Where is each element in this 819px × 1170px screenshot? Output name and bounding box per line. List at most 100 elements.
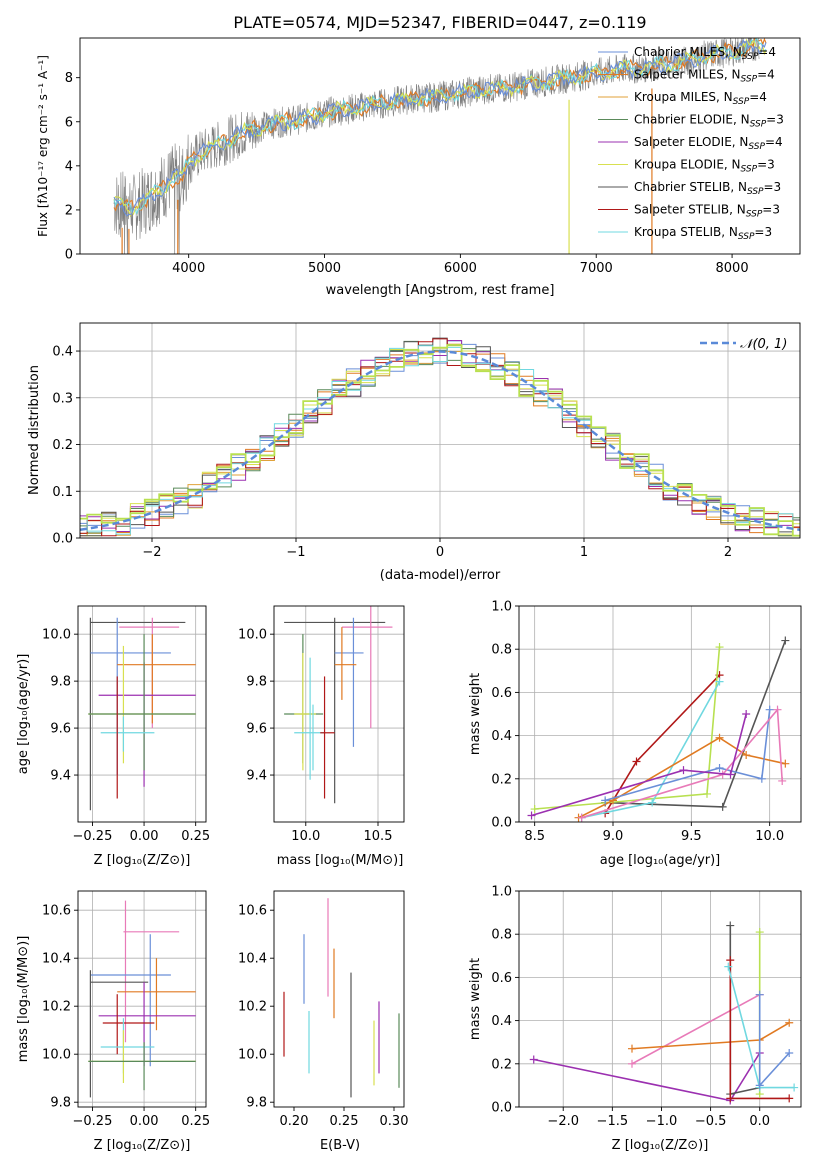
weight_vs_age-marker-7-3 — [742, 710, 751, 718]
legend-label-salpeter_miles: Salpeter MILES, NSSP=4 — [634, 68, 775, 85]
weight_vs_Z-marker-3-0 — [726, 921, 735, 930]
weight-vs-metallicity-frame — [518, 890, 802, 1108]
weight_vs_Z-ytick-label-3: 0.6 — [491, 971, 512, 986]
weight_vs_Z-xtick-label-0: −2.0 — [547, 1114, 579, 1129]
mass_vs_Z-ytick-label-1: 10.0 — [42, 1048, 71, 1063]
age-vs-metallicity-xlabel: Z [log₁₀(Z/Z⊙)] — [94, 853, 191, 868]
weight_vs_age-marker-3-2 — [715, 677, 724, 686]
weight_vs_Z-marker-1-0 — [627, 1059, 636, 1068]
weight-vs-metallicity-plot: −2.0 −1.5 −1.0 −0.5 0.0 0.0 0.2 0.4 0.6 0.8 1.0 — [491, 885, 801, 1129]
weight_vs_age-marker-5-3 — [765, 705, 774, 714]
residual-histograms — [80, 337, 800, 537]
weight_vs_age-ytick-label-0: 0.0 — [491, 816, 512, 831]
weight_vs_Z-marker-4-0 — [726, 956, 735, 965]
weight_vs_age-marker-7-0 — [527, 811, 536, 820]
weight_vs_age-ytick-label-4: 0.8 — [491, 643, 512, 658]
weight_vs_Z-series-7 — [758, 994, 790, 1088]
residuals-axes-frame — [79, 322, 801, 539]
spectrum-ytick-label-0: 0 — [65, 248, 73, 263]
weight_vs_Z-marker-7-1 — [755, 1081, 764, 1090]
weight_vs_age-marker-5-0 — [601, 796, 610, 805]
residuals-xlabel: (data-model)/error — [380, 568, 501, 583]
spectrum-ytick-label-2: 4 — [65, 159, 73, 174]
weight_vs_age-marker-0-1 — [718, 802, 727, 811]
spectrum-ytick-label-1: 2 — [65, 203, 73, 218]
residual-hist-chabrier_stelib — [80, 337, 800, 537]
residual-hist-salpeter_stelib — [80, 338, 800, 537]
weight_vs_age-marker-6-3 — [778, 776, 787, 785]
mass-vs-ebv-plot: 0.20 0.25 0.30 9.8 10.0 10.2 10.4 10.6 — [238, 898, 408, 1129]
weight_vs_age-ytick-label-5: 1.0 — [491, 600, 512, 615]
mass_vs_ebv-ytick-label-1: 10.0 — [238, 1048, 267, 1063]
age_vs_mass-ytick-label-0: 9.4 — [246, 769, 267, 784]
weight_vs_Z-ytick-label-2: 0.4 — [491, 1014, 512, 1029]
weight_vs_Z-series-6 — [727, 966, 795, 1089]
weight_vs_age-ytick-label-3: 0.6 — [491, 686, 512, 701]
mass_vs_ebv-xtick-label-0: 0.20 — [280, 1114, 309, 1129]
legend-label-chabrier_elodie: Chabrier ELODIE, NSSP=3 — [634, 113, 784, 130]
mass-vs-ebv-xlabel: E(B-V) — [320, 1138, 360, 1153]
mass_vs_Z-xtick-label-2: 0.25 — [181, 1114, 210, 1129]
mass_vs_ebv-ytick-label-3: 10.4 — [238, 952, 267, 967]
residuals-ytick-label-1: 0.1 — [52, 485, 73, 500]
age_vs_Z-ytick-label-2: 9.8 — [50, 675, 71, 690]
weight_vs_age-series-6 — [581, 707, 783, 819]
weight_vs_age-marker-3-1 — [648, 798, 657, 807]
age-vs-mass-xlabel: mass [log₁₀(M/M⊙)] — [277, 853, 404, 868]
normal-curve — [80, 350, 800, 532]
weight_vs_age-marker-5-1 — [715, 764, 724, 772]
weight-vs-age-plot: 8.5 9.0 9.5 10.0 0.0 0.2 0.4 0.6 0.8 1.0 — [491, 600, 801, 844]
spectrum-grid-layer: 4000 5000 6000 7000 8000 0 2 4 6 8 — [65, 38, 767, 276]
spectrum-xtick-label-3: 7000 — [580, 261, 613, 276]
weight_vs_Z-ytick-label-0: 0.0 — [491, 1101, 512, 1116]
weight_vs_Z-series-1 — [631, 993, 761, 1065]
weight_vs_age-marker-6-0 — [577, 813, 586, 822]
weight_vs_Z-ytick-label-4: 0.8 — [491, 928, 512, 943]
age_vs_mass-ytick-label-1: 9.6 — [246, 722, 267, 737]
weight_vs_Z-marker-7-2 — [785, 1049, 794, 1057]
mass-vs-ebv-frame — [273, 890, 405, 1108]
spectrum-xtick-label-1: 5000 — [308, 261, 341, 276]
spectrum-axes-frame — [79, 37, 801, 255]
normal-legend-label: 𝒩(0, 1) — [740, 337, 787, 352]
legend-label-kroupa_stelib: Kroupa STELIB, NSSP=3 — [634, 225, 772, 242]
spectrum-ylabel: Flux [fλ10⁻¹⁷ erg cm⁻² s⁻¹ A⁻¹] — [36, 55, 50, 237]
weight_vs_Z-marker-4-1 — [726, 1094, 735, 1103]
age_vs_Z-ytick-label-0: 9.4 — [50, 769, 71, 784]
age-vs-metallicity-ylabel: age [log₁₀(age/yr)] — [16, 654, 31, 775]
weight_vs_Z-marker-6-2 — [790, 1083, 799, 1092]
weight-vs-age-ylabel: mass weight — [468, 673, 483, 755]
weight_vs_age-xtick-label-2: 9.5 — [681, 829, 702, 844]
mass_vs_ebv-xtick-label-2: 0.30 — [380, 1114, 409, 1129]
mass_vs_ebv-ytick-label-4: 10.6 — [238, 904, 267, 919]
weight_vs_age-ytick-label-2: 0.4 — [491, 729, 512, 744]
weight-vs-metallicity-xlabel: Z [log₁₀(Z/Z⊙)] — [612, 1138, 709, 1153]
legend-label-chabrier_stelib: Chabrier STELIB, NSSP=3 — [634, 180, 781, 197]
age_vs_Z-ytick-label-3: 10.0 — [42, 628, 71, 643]
residuals-xtick-label-2: 0 — [436, 545, 444, 560]
weight_vs_age-series-7 — [531, 713, 747, 817]
mass_vs_ebv-xtick-label-1: 0.25 — [330, 1114, 359, 1129]
spectrum-ytick-label-3: 6 — [65, 115, 73, 130]
weight_vs_Z-xtick-label-4: 0.0 — [749, 1114, 770, 1129]
weight_vs_age-marker-7-1 — [679, 766, 688, 775]
weight_vs_age-marker-5-2 — [757, 774, 766, 783]
weight_vs_Z-marker-0-0 — [529, 1055, 538, 1064]
weight-vs-age-frame — [518, 605, 802, 823]
weight_vs_age-marker-4-4 — [781, 759, 790, 768]
age_vs_mass-ytick-label-3: 10.0 — [238, 628, 267, 643]
age_vs_mass-xtick-label-0: 10.0 — [291, 829, 320, 844]
mass_vs_ebv-ytick-label-0: 9.8 — [246, 1096, 267, 1111]
mass_vs_Z-xtick-label-0: −0.25 — [73, 1114, 113, 1129]
age_vs_mass-ytick-label-2: 9.8 — [246, 675, 267, 690]
mass-vs-metallicity-ylabel: mass [log₁₀(M/M⊙)] — [16, 936, 31, 1063]
weight-vs-metallicity-ylabel: mass weight — [468, 958, 483, 1040]
mass_vs_Z-xtick-label-1: 0.00 — [130, 1114, 159, 1129]
weight_vs_age-xtick-label-0: 8.5 — [524, 829, 545, 844]
age_vs_Z-xtick-label-0: −0.25 — [73, 829, 113, 844]
weight_vs_Z-marker-2-0 — [627, 1044, 636, 1053]
residual-hist-kroupa_stelib — [80, 345, 800, 537]
figure-title: PLATE=0574, MJD=52347, FIBERID=0447, z=0… — [233, 13, 646, 32]
weight_vs_Z-xtick-label-1: −1.5 — [597, 1114, 629, 1129]
age-vs-mass-plot: 10.0 10.5 9.4 9.6 9.8 10.0 — [238, 606, 404, 844]
